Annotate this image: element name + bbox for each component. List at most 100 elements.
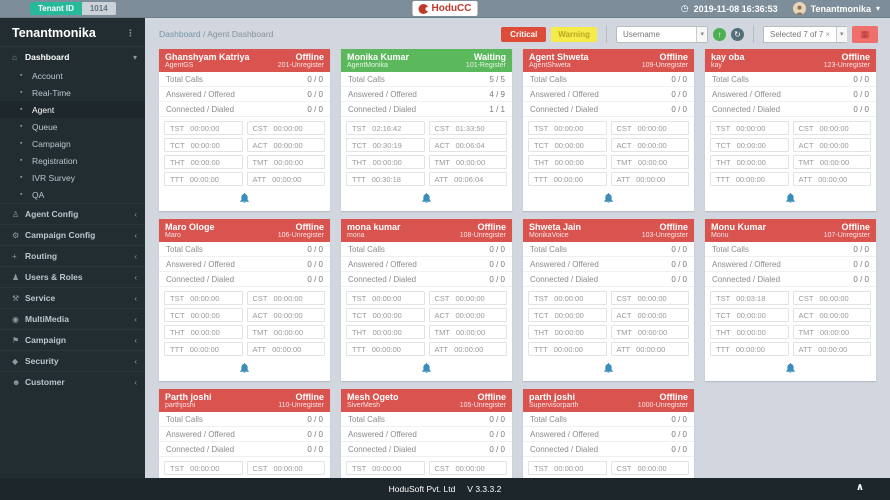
- time-key: ATT: [434, 344, 449, 354]
- time-cell-att: ATT 00:00:00: [792, 172, 871, 186]
- stat-row-connected-dialed: Connected / Dialed 0 / 0: [705, 102, 876, 117]
- stat-label: Answered / Offered: [530, 259, 599, 269]
- stat-label: Connected / Dialed: [530, 444, 599, 454]
- sidebar-item-campaign[interactable]: ⚑ Campaign ‹: [0, 329, 145, 350]
- sidebar-item-service[interactable]: ⚒ Service ‹: [0, 287, 145, 308]
- sidebar-subitem-ivr-survey[interactable]: ▪ IVR Survey: [0, 169, 145, 186]
- stat-value: 0 / 0: [307, 259, 323, 269]
- time-key: TMT: [252, 327, 268, 337]
- time-cell-tmt: TMT 00:00:00: [246, 155, 325, 169]
- sidebar-item-dashboard[interactable]: ⌂ Dashboard ▾: [0, 46, 145, 67]
- breadcrumb-dashboard-link[interactable]: Dashboard: [159, 29, 201, 39]
- sidebar-subitem-queue[interactable]: ▪ Queue: [0, 118, 145, 135]
- agent-card-header: Mesh Ogeto SiverMesh Offline 105-Unregis…: [341, 389, 512, 412]
- time-key: ATT: [616, 344, 631, 354]
- critical-button[interactable]: Critical: [501, 26, 547, 42]
- time-value: 00:00:00: [554, 123, 584, 133]
- bell-icon[interactable]: [786, 363, 795, 373]
- time-cell-cst: CST 00:00:00: [428, 461, 507, 475]
- sidebar-item-users-roles[interactable]: ♟ Users & Roles ‹: [0, 266, 145, 287]
- time-cell-act: ACT 00:00:00: [610, 308, 689, 322]
- sidebar-subitem-real-time[interactable]: ▪ Real-Time: [0, 84, 145, 101]
- sidebar-subitem-account[interactable]: ▪ Account: [0, 67, 145, 84]
- stat-value: 0 / 0: [307, 244, 323, 254]
- top-bar: Tenant ID 1014 HoduCC ◷ 2019-11-08 16:36…: [0, 0, 890, 18]
- time-value: 00:00:00: [819, 310, 849, 320]
- time-key: CST: [616, 463, 632, 473]
- bell-icon[interactable]: [604, 193, 613, 203]
- clear-selection-icon[interactable]: ×: [825, 29, 831, 39]
- breadcrumb: Dashboard / Agent Dashboard: [159, 29, 273, 39]
- bell-icon[interactable]: [422, 363, 431, 373]
- sidebar-subitem-qa[interactable]: ▪ QA: [0, 186, 145, 203]
- sidebar-subitem-campaign[interactable]: ▪ Campaign: [0, 135, 145, 152]
- time-cell-cst: CST 00:00:00: [246, 291, 325, 305]
- stat-row-answered-offered: Answered / Offered 0 / 0: [341, 427, 512, 442]
- logo-text: HoduCC: [431, 3, 472, 14]
- agent-bell-row: [341, 358, 512, 381]
- report-button[interactable]: ▦: [852, 25, 878, 43]
- user-menu-caret-icon[interactable]: ▾: [875, 4, 880, 13]
- stat-value: 0 / 0: [853, 104, 869, 114]
- time-cell-cst: CST 00:00:00: [610, 291, 689, 305]
- agent-time-grid: TST 00:00:00 CST 00:00:00 TCT 00:00:00 ACT 00:0…: [705, 117, 876, 188]
- time-key: CST: [252, 293, 268, 303]
- agent-time-grid: TST 00:03:18 CST 00:00:00 TCT 00:00:00 ACT 00:0…: [705, 287, 876, 358]
- sidebar-options-icon[interactable]: ⋮: [126, 27, 135, 38]
- time-cell-tht: THT 00:00:00: [346, 155, 425, 169]
- time-value: 00:00:00: [637, 140, 667, 150]
- sidebar-item-security[interactable]: ◆ Security ‹: [0, 350, 145, 371]
- add-icon[interactable]: ↑: [713, 27, 726, 41]
- scroll-top-icon[interactable]: ∧: [855, 482, 864, 493]
- time-key: TCT: [170, 140, 185, 150]
- bell-icon[interactable]: [240, 193, 249, 203]
- stat-label: Answered / Offered: [166, 259, 235, 269]
- stat-row-total-calls: Total Calls 0 / 0: [705, 242, 876, 257]
- sidebar-item-multimedia[interactable]: ◉ MultiMedia ‹: [0, 308, 145, 329]
- time-key: TCT: [716, 310, 731, 320]
- selected-agents-caret-icon[interactable]: ▾: [836, 26, 847, 42]
- time-value: 00:00:00: [637, 327, 668, 337]
- time-value: 00:00:00: [190, 463, 220, 473]
- time-value: 00:00:00: [819, 293, 849, 303]
- user-avatar[interactable]: [792, 2, 806, 15]
- footer-version: V 3.3.3.2: [467, 484, 502, 494]
- tenant-id-group: Tenant ID 1014: [30, 2, 116, 15]
- stat-row-connected-dialed: Connected / Dialed 0 / 0: [159, 442, 330, 457]
- refresh-icon[interactable]: ↻: [731, 27, 744, 41]
- user-menu[interactable]: Tenantmonika: [810, 3, 871, 14]
- time-key: TST: [352, 293, 367, 303]
- username-select[interactable]: Username ▾: [616, 25, 708, 43]
- time-key: TTT: [716, 344, 730, 354]
- time-cell-att: ATT 00:00:00: [610, 342, 689, 356]
- bell-icon[interactable]: [422, 193, 431, 203]
- sidebar-item-campaign-config[interactable]: ⚙ Campaign Config ‹: [0, 224, 145, 245]
- time-value: 00:00:00: [273, 463, 303, 473]
- stat-label: Total Calls: [530, 74, 567, 84]
- sidebar-item-customer[interactable]: ☻ Customer ‹: [0, 371, 145, 392]
- agent-name: Ghanshyam Katriya: [165, 52, 250, 62]
- agent-bell-row: [341, 188, 512, 211]
- stat-value: 4 / 9: [489, 89, 505, 99]
- selected-agents-select[interactable]: Selected 7 of 7 × ▾: [763, 25, 847, 43]
- bell-icon[interactable]: [786, 193, 795, 203]
- username-select-caret-icon[interactable]: ▾: [696, 26, 707, 42]
- tenant-id-button[interactable]: Tenant ID: [30, 2, 82, 15]
- time-key: TTT: [534, 174, 548, 184]
- sidebar-item-label: Campaign: [25, 335, 67, 345]
- warning-button[interactable]: Warning: [551, 26, 597, 42]
- time-key: TCT: [352, 140, 367, 150]
- time-value: 00:00:00: [190, 157, 220, 167]
- footer-company: HoduSoft Pvt. Ltd: [388, 484, 456, 494]
- sidebar-subitem-agent[interactable]: ▪ Agent: [0, 101, 145, 118]
- sidebar-item-routing[interactable]: + Routing ‹: [0, 245, 145, 266]
- agent-card-header: Shweta Jain MonikaVoice Offline 103-Unre…: [523, 219, 694, 242]
- sidebar-item-agent-config[interactable]: ♙ Agent Config ‹: [0, 203, 145, 224]
- time-value: 00:00:00: [455, 293, 485, 303]
- time-cell-tst: TST 02:16:42: [346, 121, 425, 135]
- time-key: TMT: [434, 157, 450, 167]
- username-select-value: Username: [623, 29, 660, 39]
- bell-icon[interactable]: [604, 363, 613, 373]
- sidebar-subitem-registration[interactable]: ▪ Registration: [0, 152, 145, 169]
- bell-icon[interactable]: [240, 363, 249, 373]
